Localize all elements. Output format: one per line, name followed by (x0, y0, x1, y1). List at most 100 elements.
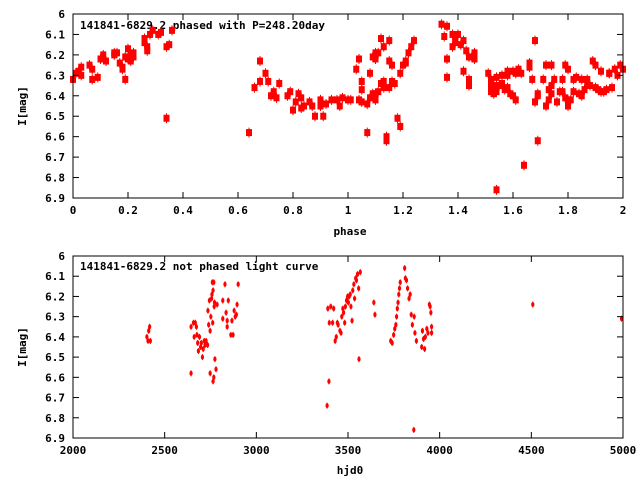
data-point (349, 304, 353, 309)
data-point (358, 269, 362, 275)
data-point (587, 82, 593, 90)
data-point (438, 20, 445, 28)
data-point (565, 65, 571, 73)
data-point (97, 55, 104, 63)
data-point (543, 102, 549, 110)
data-point (471, 49, 478, 57)
data-point (276, 80, 283, 88)
data-point (343, 320, 347, 326)
data-point (409, 312, 413, 318)
data-point (394, 114, 401, 122)
data-point (196, 340, 200, 346)
data-point (423, 334, 427, 340)
data-point (589, 57, 596, 65)
data-point (325, 403, 329, 409)
data-point (521, 161, 527, 169)
y-tick-label: 6.2 (45, 49, 65, 62)
unphased-plot: 141841-6829.2 not phased light curve hjd… (16, 250, 636, 477)
x-tick-label: 1.6 (503, 204, 523, 217)
data-point (236, 281, 240, 287)
data-point (534, 90, 541, 98)
data-point (223, 281, 227, 287)
data-point (257, 57, 263, 65)
data-point (197, 334, 202, 340)
data-point (125, 45, 131, 53)
data-point (127, 57, 134, 65)
y-tick-label: 6.6 (45, 131, 65, 144)
data-point (389, 61, 395, 69)
data-point (429, 310, 433, 316)
data-point (231, 332, 235, 338)
y-tick-label: 6.1 (45, 270, 65, 283)
data-point (455, 30, 461, 38)
data-point (353, 65, 360, 73)
phased-y-axis-label: I[mag] (16, 86, 29, 126)
data-point (251, 84, 258, 92)
phased-plot-title: 141841-6829.2 phased with P=248.20day (80, 19, 325, 32)
data-point (194, 324, 198, 330)
data-point (327, 320, 331, 326)
x-tick-label: 0.6 (228, 204, 248, 217)
data-point (214, 366, 218, 372)
x-tick-label: 1.2 (393, 204, 413, 217)
data-point (488, 75, 494, 83)
data-point (353, 296, 357, 301)
data-point (273, 94, 280, 102)
data-point (200, 354, 205, 360)
data-point (211, 320, 215, 326)
data-point (89, 75, 96, 83)
data-point (146, 338, 150, 344)
data-point (166, 41, 173, 49)
data-point (457, 41, 464, 49)
data-point (367, 94, 373, 102)
data-point (199, 340, 203, 346)
data-point (75, 67, 82, 75)
data-point (606, 69, 613, 77)
data-point (332, 306, 336, 311)
data-point (375, 88, 382, 96)
unphased-plot-title: 141841-6829.2 not phased light curve (80, 260, 319, 273)
data-point (312, 112, 318, 120)
data-point (265, 77, 272, 85)
data-point (206, 308, 210, 313)
data-point (410, 322, 414, 328)
data-point (298, 94, 305, 102)
data-point (471, 55, 478, 63)
data-point (449, 43, 456, 51)
data-point (592, 61, 599, 69)
data-point (364, 100, 371, 108)
data-point (257, 77, 263, 85)
data-point (221, 298, 225, 303)
data-point (78, 71, 85, 79)
data-point (229, 332, 233, 338)
data-point (411, 37, 417, 45)
data-point (398, 279, 402, 285)
data-point (391, 80, 398, 88)
data-point (234, 312, 238, 318)
data-point (148, 324, 152, 330)
data-point (209, 314, 213, 320)
data-point (405, 285, 410, 291)
x-tick-label: 0.2 (118, 204, 138, 217)
data-point (548, 82, 555, 90)
data-point (306, 98, 313, 106)
data-point (380, 84, 387, 92)
data-point (372, 55, 379, 63)
data-point (526, 59, 533, 67)
data-point (149, 26, 156, 34)
data-point (444, 22, 450, 30)
data-point (144, 47, 151, 55)
data-point (301, 102, 307, 110)
data-point (499, 71, 505, 79)
x-tick-label: 0 (70, 204, 77, 217)
data-point (86, 61, 93, 69)
x-tick-label: 3000 (243, 444, 270, 457)
y-tick-label: 6.8 (45, 172, 65, 185)
data-point (559, 88, 566, 96)
data-point (380, 43, 387, 51)
data-point (230, 318, 234, 324)
x-tick-label: 2000 (60, 444, 87, 457)
data-point (545, 96, 552, 104)
data-point (224, 310, 228, 316)
